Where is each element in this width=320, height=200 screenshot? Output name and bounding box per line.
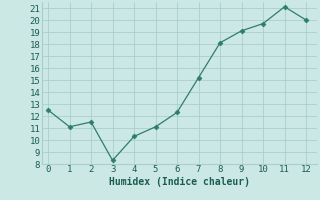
X-axis label: Humidex (Indice chaleur): Humidex (Indice chaleur): [109, 177, 250, 187]
